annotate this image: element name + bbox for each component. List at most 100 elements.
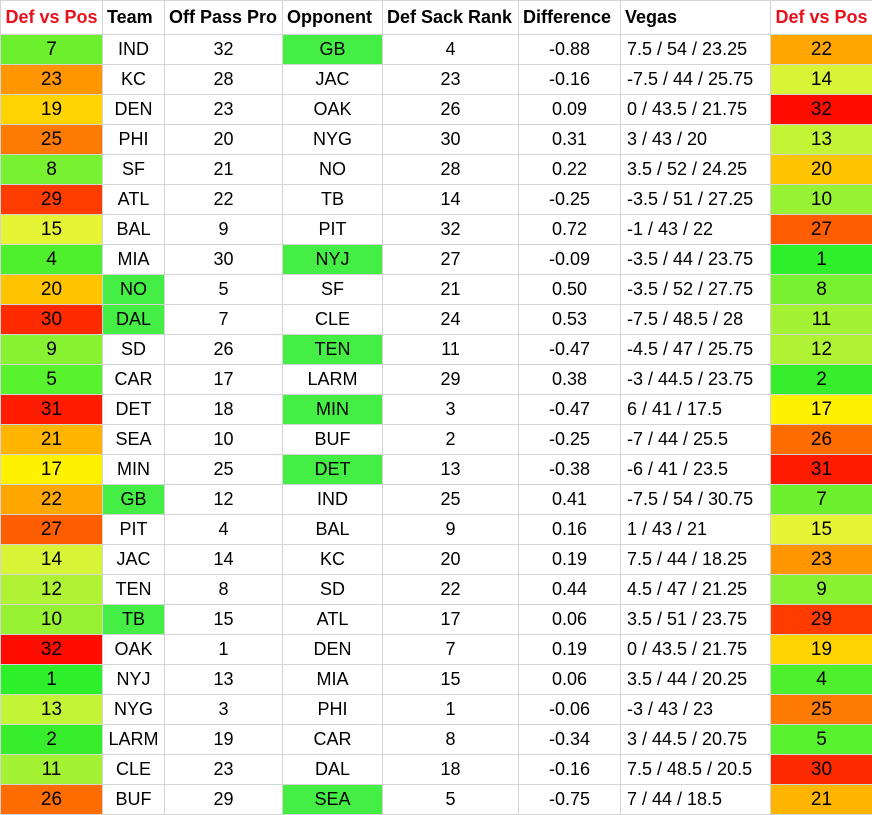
opponent-cell[interactable]: TEN <box>283 335 383 365</box>
def-vs-pos-cell[interactable]: 8 <box>1 155 103 185</box>
def-vs-pos-cell[interactable]: 10 <box>1 605 103 635</box>
difference-cell[interactable]: -0.47 <box>519 335 621 365</box>
difference-cell[interactable]: 0.06 <box>519 605 621 635</box>
team-cell[interactable]: OAK <box>103 635 165 665</box>
opp-def-vs-pos-cell[interactable]: 19 <box>771 635 872 665</box>
opponent-cell[interactable]: TB <box>283 185 383 215</box>
team-cell[interactable]: PHI <box>103 125 165 155</box>
team-cell[interactable]: BUF <box>103 785 165 815</box>
def-vs-pos-cell[interactable]: 7 <box>1 35 103 65</box>
def-vs-pos-cell[interactable]: 4 <box>1 245 103 275</box>
off-pass-pro-cell[interactable]: 21 <box>165 155 283 185</box>
vegas-cell[interactable]: -7.5 / 48.5 / 28 <box>621 305 771 335</box>
opp-def-vs-pos-cell[interactable]: 31 <box>771 455 872 485</box>
header-opponent[interactable]: Opponent <box>283 1 383 35</box>
def-sack-rank-cell[interactable]: 3 <box>383 395 519 425</box>
off-pass-pro-cell[interactable]: 12 <box>165 485 283 515</box>
header-def-sack-rank[interactable]: Def Sack Rank <box>383 1 519 35</box>
difference-cell[interactable]: 0.41 <box>519 485 621 515</box>
opponent-cell[interactable]: KC <box>283 545 383 575</box>
opp-def-vs-pos-cell[interactable]: 5 <box>771 725 872 755</box>
difference-cell[interactable]: -0.16 <box>519 65 621 95</box>
def-sack-rank-cell[interactable]: 25 <box>383 485 519 515</box>
off-pass-pro-cell[interactable]: 4 <box>165 515 283 545</box>
opp-def-vs-pos-cell[interactable]: 9 <box>771 575 872 605</box>
vegas-cell[interactable]: 0 / 43.5 / 21.75 <box>621 95 771 125</box>
difference-cell[interactable]: -0.25 <box>519 185 621 215</box>
opp-def-vs-pos-cell[interactable]: 2 <box>771 365 872 395</box>
def-vs-pos-cell[interactable]: 20 <box>1 275 103 305</box>
team-cell[interactable]: SEA <box>103 425 165 455</box>
def-sack-rank-cell[interactable]: 21 <box>383 275 519 305</box>
team-cell[interactable]: NO <box>103 275 165 305</box>
team-cell[interactable]: IND <box>103 35 165 65</box>
def-sack-rank-cell[interactable]: 32 <box>383 215 519 245</box>
opponent-cell[interactable]: NYJ <box>283 245 383 275</box>
difference-cell[interactable]: -0.16 <box>519 755 621 785</box>
vegas-cell[interactable]: 7 / 44 / 18.5 <box>621 785 771 815</box>
def-vs-pos-cell[interactable]: 22 <box>1 485 103 515</box>
def-sack-rank-cell[interactable]: 23 <box>383 65 519 95</box>
header-opp-def-vs-pos[interactable]: Def vs Pos <box>771 1 872 35</box>
header-vegas[interactable]: Vegas <box>621 1 771 35</box>
vegas-cell[interactable]: -3 / 44.5 / 23.75 <box>621 365 771 395</box>
off-pass-pro-cell[interactable]: 5 <box>165 275 283 305</box>
off-pass-pro-cell[interactable]: 10 <box>165 425 283 455</box>
team-cell[interactable]: CAR <box>103 365 165 395</box>
opponent-cell[interactable]: DAL <box>283 755 383 785</box>
vegas-cell[interactable]: -7 / 44 / 25.5 <box>621 425 771 455</box>
opp-def-vs-pos-cell[interactable]: 11 <box>771 305 872 335</box>
opponent-cell[interactable]: CLE <box>283 305 383 335</box>
team-cell[interactable]: NYG <box>103 695 165 725</box>
def-vs-pos-cell[interactable]: 13 <box>1 695 103 725</box>
opponent-cell[interactable]: LARM <box>283 365 383 395</box>
opp-def-vs-pos-cell[interactable]: 32 <box>771 95 872 125</box>
def-sack-rank-cell[interactable]: 5 <box>383 785 519 815</box>
opponent-cell[interactable]: PIT <box>283 215 383 245</box>
def-sack-rank-cell[interactable]: 20 <box>383 545 519 575</box>
def-sack-rank-cell[interactable]: 9 <box>383 515 519 545</box>
difference-cell[interactable]: 0.72 <box>519 215 621 245</box>
def-sack-rank-cell[interactable]: 1 <box>383 695 519 725</box>
off-pass-pro-cell[interactable]: 1 <box>165 635 283 665</box>
vegas-cell[interactable]: -7.5 / 54 / 30.75 <box>621 485 771 515</box>
difference-cell[interactable]: 0.50 <box>519 275 621 305</box>
def-sack-rank-cell[interactable]: 28 <box>383 155 519 185</box>
def-vs-pos-cell[interactable]: 5 <box>1 365 103 395</box>
opp-def-vs-pos-cell[interactable]: 22 <box>771 35 872 65</box>
def-sack-rank-cell[interactable]: 14 <box>383 185 519 215</box>
vegas-cell[interactable]: 7.5 / 48.5 / 20.5 <box>621 755 771 785</box>
vegas-cell[interactable]: 3 / 44.5 / 20.75 <box>621 725 771 755</box>
team-cell[interactable]: DAL <box>103 305 165 335</box>
def-sack-rank-cell[interactable]: 2 <box>383 425 519 455</box>
opponent-cell[interactable]: PHI <box>283 695 383 725</box>
difference-cell[interactable]: -0.75 <box>519 785 621 815</box>
vegas-cell[interactable]: 0 / 43.5 / 21.75 <box>621 635 771 665</box>
team-cell[interactable]: BAL <box>103 215 165 245</box>
team-cell[interactable]: KC <box>103 65 165 95</box>
opponent-cell[interactable]: NYG <box>283 125 383 155</box>
off-pass-pro-cell[interactable]: 25 <box>165 455 283 485</box>
header-off-pass-pro[interactable]: Off Pass Pro <box>165 1 283 35</box>
opponent-cell[interactable]: MIA <box>283 665 383 695</box>
def-sack-rank-cell[interactable]: 15 <box>383 665 519 695</box>
off-pass-pro-cell[interactable]: 18 <box>165 395 283 425</box>
opponent-cell[interactable]: CAR <box>283 725 383 755</box>
opp-def-vs-pos-cell[interactable]: 14 <box>771 65 872 95</box>
opponent-cell[interactable]: OAK <box>283 95 383 125</box>
off-pass-pro-cell[interactable]: 14 <box>165 545 283 575</box>
off-pass-pro-cell[interactable]: 3 <box>165 695 283 725</box>
off-pass-pro-cell[interactable]: 19 <box>165 725 283 755</box>
difference-cell[interactable]: -0.25 <box>519 425 621 455</box>
def-sack-rank-cell[interactable]: 24 <box>383 305 519 335</box>
def-vs-pos-cell[interactable]: 25 <box>1 125 103 155</box>
def-sack-rank-cell[interactable]: 30 <box>383 125 519 155</box>
opponent-cell[interactable]: IND <box>283 485 383 515</box>
difference-cell[interactable]: 0.06 <box>519 665 621 695</box>
def-vs-pos-cell[interactable]: 1 <box>1 665 103 695</box>
def-sack-rank-cell[interactable]: 26 <box>383 95 519 125</box>
opponent-cell[interactable]: GB <box>283 35 383 65</box>
def-vs-pos-cell[interactable]: 9 <box>1 335 103 365</box>
difference-cell[interactable]: -0.88 <box>519 35 621 65</box>
def-sack-rank-cell[interactable]: 13 <box>383 455 519 485</box>
